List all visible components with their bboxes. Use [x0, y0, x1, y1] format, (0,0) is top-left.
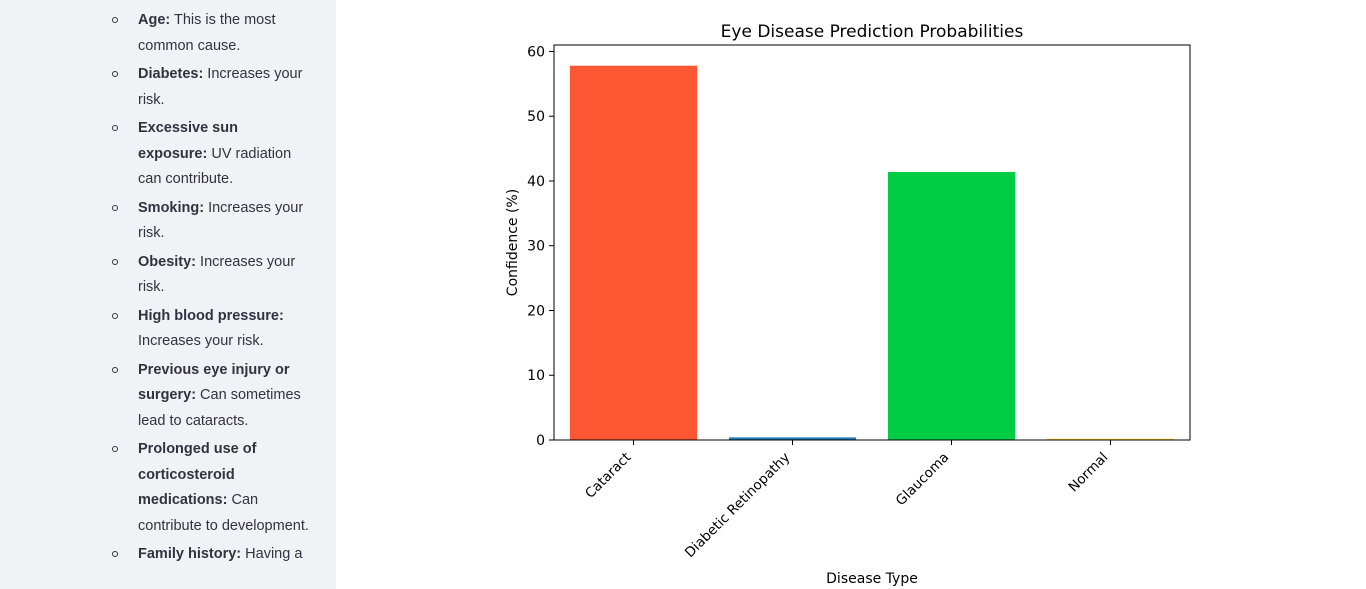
y-tick-label: 10 [527, 368, 545, 384]
y-tick-label: 20 [527, 303, 545, 319]
list-item: Smoking: Increases your risk. [110, 196, 310, 247]
list-item: Obesity: Increases your risk. [110, 250, 310, 301]
x-tick-label: Cataract [582, 450, 634, 502]
y-axis-label: Confidence (%) [505, 189, 521, 296]
list-item: High blood pressure: Increases your risk… [110, 304, 310, 355]
risk-description: This is the most common cause. [138, 12, 276, 54]
y-tick-label: 30 [527, 239, 545, 255]
risk-description: Increases your risk. [138, 253, 296, 296]
main-content: Eye Disease Prediction Probabilities 0 10… [336, 0, 1366, 589]
risk-term: Previous eye injury or surgery: [138, 361, 290, 404]
risk-description: Can contribute to development. [138, 492, 309, 534]
y-tick-label: 50 [527, 109, 545, 125]
x-tick-label: Normal [1065, 450, 1111, 496]
risk-term: High blood pressure: [138, 307, 284, 324]
risk-description: Increases your risk. [138, 66, 303, 108]
risk-description: Increases your risk. [138, 333, 264, 349]
risk-term: Prolonged use of corticosteroid medicati… [138, 441, 257, 508]
risk-factor-list: Age: This is the most common cause. Diab… [110, 8, 310, 571]
list-item: Excessive sun exposure: UV radiation can… [110, 116, 310, 193]
bar-cataract [569, 65, 698, 440]
x-axis: Cataract Diabetic Retinopathy Glaucoma Norm… [582, 440, 1111, 561]
risk-description: Increases your risk. [138, 199, 304, 242]
risk-term: Age: [138, 12, 171, 28]
list-item: Diabetes: Increases your risk. [110, 62, 310, 113]
risk-description: Can sometimes lead to cataracts. [138, 387, 301, 429]
y-tick-label: 40 [527, 174, 545, 190]
risk-term: Obesity: [138, 253, 197, 270]
y-tick-label: 0 [536, 433, 545, 449]
risk-term: Family history: [138, 546, 242, 562]
bar-diabetic-retinopathy [728, 437, 857, 440]
y-axis: 0 10 20 30 40 50 60 [527, 44, 554, 449]
risk-term: Diabetes: [138, 66, 204, 82]
list-item: Previous eye injury or surgery: Can some… [110, 358, 310, 435]
risk-term: Smoking: [138, 199, 205, 216]
x-tick-label: Diabetic Retinopathy [682, 450, 793, 561]
risk-description: UV radiation can contribute. [138, 145, 292, 188]
bar-glaucoma [887, 171, 1016, 440]
y-tick-label: 60 [527, 44, 545, 60]
list-item: Family history: Having a [110, 542, 310, 568]
list-item: Prolonged use of corticosteroid medicati… [110, 437, 310, 539]
x-tick-label: Glaucoma [893, 450, 953, 510]
plot-frame [553, 44, 1191, 441]
sidebar: Age: This is the most common cause. Diab… [0, 0, 336, 589]
bars-group [569, 65, 1175, 440]
risk-description: Having a [241, 546, 303, 562]
prediction-bar-chart: Eye Disease Prediction Probabilities 0 10… [505, 22, 1191, 587]
bar-normal [1046, 438, 1175, 440]
x-axis-label: Disease Type [826, 571, 918, 587]
list-item: Age: This is the most common cause. [110, 8, 310, 59]
chart-title: Eye Disease Prediction Probabilities [721, 22, 1024, 42]
risk-term: Excessive sun exposure: [138, 120, 238, 162]
